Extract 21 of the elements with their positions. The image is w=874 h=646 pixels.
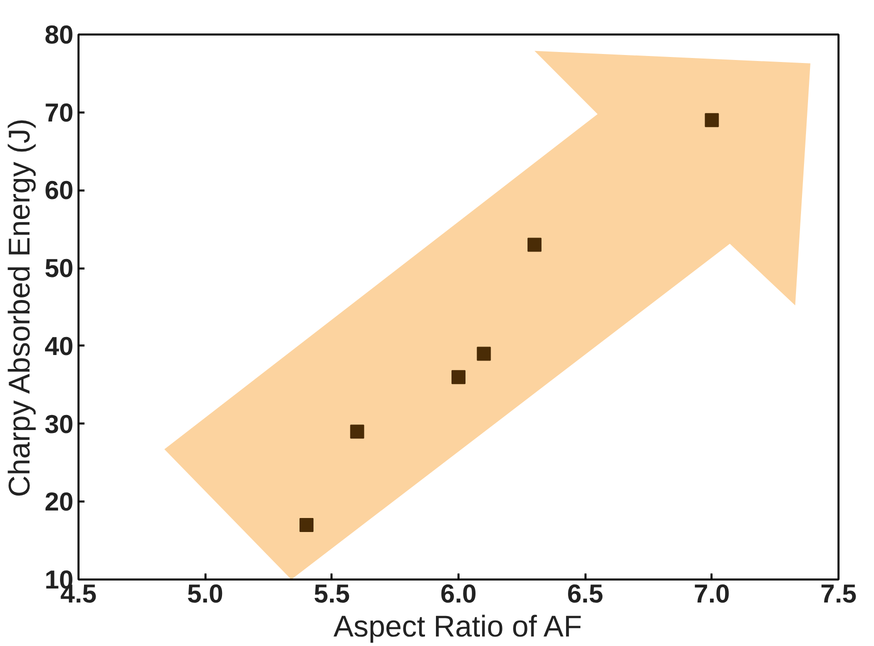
x-tick-label: 7.5 [820,578,857,608]
y-tick-label: 40 [44,330,74,361]
x-tick-label: 6.0 [440,578,477,608]
x-tick-label: 5.5 [314,578,350,608]
point [704,113,719,128]
y-axis-title: Charpy Absorbed Energy (J) [4,118,37,498]
y-tick-label: 30 [44,408,74,439]
y-tick-label: 20 [44,486,74,517]
y-tick-label: 70 [44,97,74,128]
point [300,518,314,532]
point [350,424,364,439]
y-tick-label: 80 [44,20,74,50]
x-tick-label: 5.0 [187,578,224,608]
x-axis-title: Aspect Ratio of AF [333,610,582,644]
point [476,346,491,361]
point [528,238,542,252]
x-tick-label: 6.5 [567,578,604,608]
y-tick-label: 60 [44,175,74,206]
x-tick-label: 7.0 [694,578,730,608]
point [452,370,466,384]
y-tick-label: 50 [44,253,74,284]
